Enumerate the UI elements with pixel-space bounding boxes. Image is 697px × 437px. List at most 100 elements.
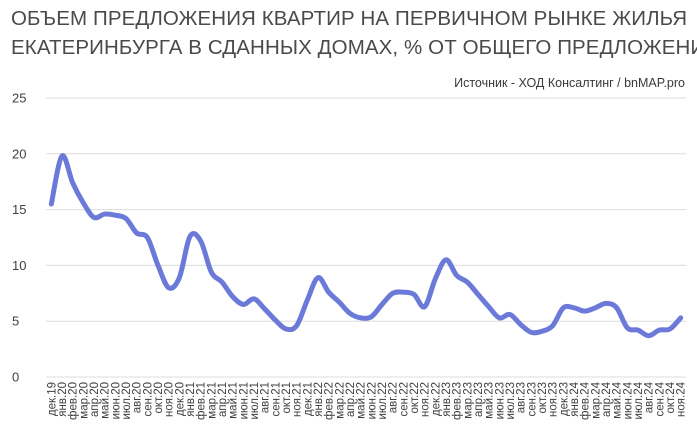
data-point (433, 276, 438, 281)
data-point (124, 216, 129, 221)
data-point (81, 200, 86, 205)
x-tick-label: июл.22 (377, 382, 389, 420)
data-point (625, 325, 630, 330)
data-point (305, 297, 310, 302)
data-point (262, 306, 267, 311)
x-tick-label: май.21 (228, 382, 240, 419)
data-point (390, 291, 395, 296)
series-line (48, 153, 684, 339)
data-point (188, 234, 193, 239)
x-tick-label: сен.22 (398, 382, 410, 416)
data-point (145, 235, 150, 240)
x-tick-label: дек.19 (46, 382, 58, 416)
data-point (49, 202, 54, 207)
data-point (668, 327, 673, 332)
x-tick-label: июн.21 (238, 382, 250, 419)
x-tick-label: янв.22 (313, 382, 325, 417)
x-axis-ticks: дек.19янв.20фев.20мар.20апр.20май.20июн.… (46, 381, 687, 420)
x-tick-label: мар.23 (462, 382, 474, 419)
data-point (465, 280, 470, 285)
data-point (209, 270, 214, 275)
x-tick-label: июн.22 (366, 382, 378, 419)
x-tick-label: июн.23 (494, 382, 506, 419)
data-point (113, 213, 118, 218)
x-tick-label: дек.20 (174, 382, 186, 416)
x-tick-label: мар.20 (78, 382, 90, 419)
x-tick-label: ноя.23 (548, 382, 560, 417)
x-tick-label: окт.21 (281, 382, 293, 414)
data-point (102, 212, 107, 217)
y-tick-label: 20 (12, 146, 26, 161)
data-point (476, 292, 481, 297)
x-tick-label: янв.24 (569, 381, 581, 416)
data-point (241, 302, 246, 307)
x-tick-label: авг.21 (260, 382, 272, 413)
x-tick-label: фев.21 (196, 382, 208, 420)
x-tick-label: янв.23 (441, 382, 453, 417)
data-point (294, 323, 299, 328)
x-tick-label: апр.22 (345, 382, 357, 417)
x-tick-label: сен.21 (270, 382, 282, 416)
x-tick-label: ноя.22 (420, 382, 432, 417)
data-point (657, 328, 662, 333)
chart-title-line-2: ЕКАТЕРИНБУРГА В СДАННЫХ ДОМАХ, % ОТ ОБЩЕ… (11, 36, 697, 59)
data-point (508, 312, 513, 317)
data-point (166, 285, 171, 290)
y-tick-label: 0 (12, 370, 19, 385)
y-axis-ticks: 0 5 10 15 20 25 (12, 91, 26, 385)
x-tick-label: мар.22 (334, 382, 346, 419)
data-point (550, 323, 555, 328)
data-point (358, 315, 363, 320)
chart-title-line-1: ОБЪЕМ ПРЕДЛОЖЕНИЯ КВАРТИР НА ПЕРВИЧНОМ Р… (11, 7, 688, 30)
data-point (529, 330, 534, 335)
data-point (636, 328, 641, 333)
series-layer (48, 153, 684, 339)
chart-title: ОБЪЕМ ПРЕДЛОЖЕНИЯ КВАРТИР НА ПЕРВИЧНОМ Р… (11, 4, 697, 62)
data-point (284, 327, 289, 332)
x-tick-label: окт.20 (153, 382, 165, 414)
x-tick-label: авг.24 (644, 381, 656, 413)
x-tick-label: дек.21 (302, 382, 314, 416)
x-tick-label: сен.23 (526, 382, 538, 416)
data-point (369, 314, 374, 319)
data-point (348, 311, 353, 316)
data-point (92, 215, 97, 220)
data-point (540, 329, 545, 334)
x-tick-label: авг.23 (516, 382, 528, 413)
x-tick-label: окт.24 (665, 381, 677, 413)
x-tick-label: июн.20 (110, 382, 122, 419)
x-tick-label: мар.24 (590, 381, 602, 418)
data-point (380, 302, 385, 307)
x-tick-label: апр.21 (217, 382, 229, 417)
data-point (614, 305, 619, 310)
x-tick-label: сен.20 (142, 382, 154, 416)
data-point (316, 275, 321, 280)
data-point (60, 154, 65, 159)
data-point (593, 305, 598, 310)
grid-layer (46, 97, 686, 378)
x-tick-label: июн.24 (622, 381, 634, 419)
data-point (220, 280, 225, 285)
data-point (273, 318, 278, 323)
x-tick-label: авг.22 (388, 382, 400, 413)
data-point (230, 294, 235, 299)
x-tick-label: дек.23 (558, 382, 570, 416)
x-tick-label: фев.22 (324, 382, 336, 420)
data-point (486, 304, 491, 309)
data-point (412, 292, 417, 297)
x-tick-label: май.22 (356, 382, 368, 419)
data-point (561, 305, 566, 310)
data-point (582, 309, 587, 314)
data-point (497, 315, 502, 320)
x-tick-label: сен.24 (654, 381, 666, 416)
x-tick-label: авг.20 (132, 382, 144, 413)
x-tick-label: ноя.20 (164, 382, 176, 417)
data-point (134, 231, 139, 236)
x-tick-label: фев.23 (452, 382, 464, 420)
data-point (422, 304, 427, 309)
x-tick-label: май.20 (100, 382, 112, 419)
y-tick-label: 5 (12, 314, 19, 329)
x-tick-label: май.23 (484, 382, 496, 419)
x-tick-label: апр.20 (89, 382, 101, 417)
